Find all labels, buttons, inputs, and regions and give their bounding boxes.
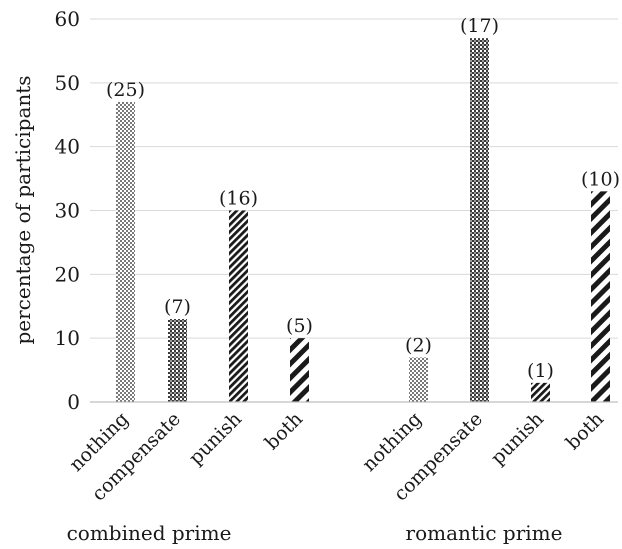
bar-punish <box>531 382 550 402</box>
y-tick-label: 40 <box>55 135 80 159</box>
y-tick-label: 30 <box>55 199 80 223</box>
y-axis-ticks: 0 10 20 30 40 50 60 <box>55 7 80 414</box>
bar-punish <box>229 210 248 402</box>
gridlines <box>90 18 618 339</box>
y-tick-label: 0 <box>67 390 80 414</box>
bar-count-label: (25) <box>106 79 145 101</box>
bar-nothing <box>409 357 428 402</box>
bar-count-label: (16) <box>219 188 258 210</box>
group-label: romantic prime <box>406 521 563 545</box>
bar-both <box>290 338 309 402</box>
bar-count-label: (1) <box>527 360 554 382</box>
category-label: punish <box>487 408 548 469</box>
bar-both <box>591 191 610 402</box>
y-tick-label: 20 <box>55 262 80 286</box>
y-axis-label: percentage of participants <box>11 75 35 344</box>
bar-compensate <box>168 319 187 402</box>
count-labels: (25) (7) (16) (5) (2) (17) (1) (10) <box>106 15 620 382</box>
bar-count-label: (5) <box>286 315 313 337</box>
bar-compensate <box>470 38 489 403</box>
bar-nothing <box>116 101 135 402</box>
bar-count-label: (2) <box>405 334 432 356</box>
bar-count-label: (17) <box>460 15 499 37</box>
category-label: both <box>261 408 307 454</box>
group-label: combined prime <box>67 521 232 545</box>
bar-count-label: (10) <box>581 168 620 190</box>
y-tick-label: 10 <box>55 326 80 350</box>
bars <box>116 38 610 403</box>
y-tick-label: 60 <box>55 7 80 31</box>
category-label: both <box>562 408 608 454</box>
y-tick-label: 50 <box>55 71 80 95</box>
category-label: punish <box>185 408 246 469</box>
group-labels: combined prime romantic prime <box>67 521 563 545</box>
bar-count-label: (7) <box>164 296 191 318</box>
